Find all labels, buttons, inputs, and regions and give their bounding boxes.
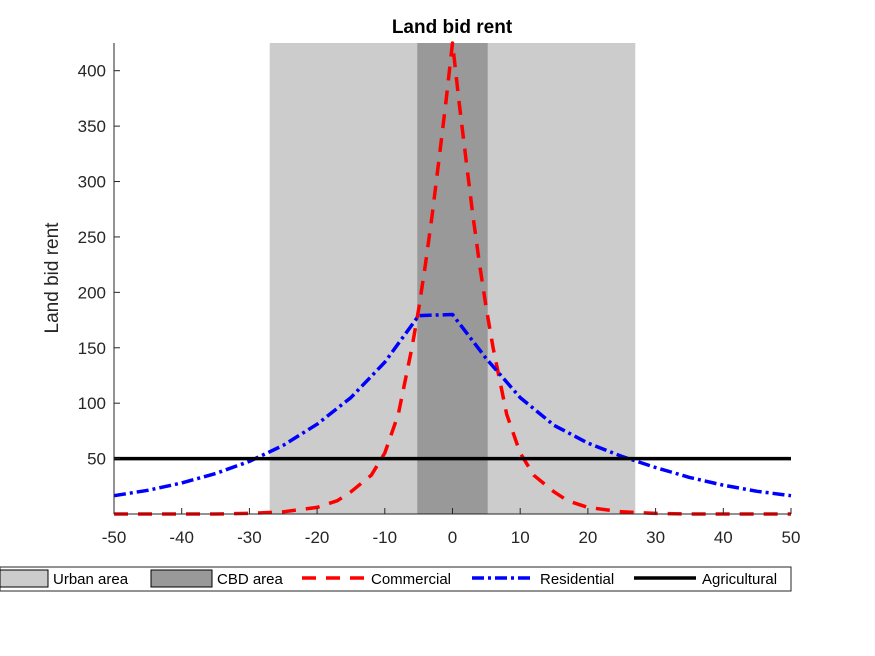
y-tick-label: 250 [78,228,106,247]
data-series [113,41,792,516]
y-tick-label: 200 [78,283,106,302]
legend-label-commercial: Commercial [371,571,451,588]
legend: Urban area CBD area Commercial Residenti… [0,566,792,592]
x-tick-label: 10 [511,528,530,547]
y-tick-label: 50 [87,450,106,469]
x-tick-label: 0 [448,528,457,547]
x-tick-label: -30 [237,528,262,547]
x-tick-label: 50 [782,528,801,547]
chart-title: Land bid rent [392,17,513,38]
x-tick-label: -50 [102,528,127,547]
legend-label-urban-area: Urban area [53,571,129,588]
y-tick-label: 100 [78,394,106,413]
legend-label-cbd-area: CBD area [217,571,284,588]
x-tick-label: 40 [714,528,733,547]
legend-swatch-cbd-area [150,569,213,588]
y-axis-label: Land bid rent [42,222,63,334]
region-cbd-area [417,43,488,514]
x-tick-label: 30 [646,528,665,547]
y-ticks: 50 100 150 200 250 300 350 400 [78,62,120,469]
series-line-residential [113,312,792,498]
x-tick-label: -20 [305,528,330,547]
legend-swatch-urban-area [0,569,49,588]
y-tick-label: 400 [78,62,106,81]
legend-label-residential: Residential [540,571,614,588]
shaded-regions [269,43,636,514]
y-tick-label: 350 [78,117,106,136]
x-tick-label: 20 [578,528,597,547]
x-ticks: -50 -40 -30 -20 -10 0 10 20 30 40 50 [102,508,801,547]
series-line-commercial [114,41,791,516]
legend-label-agricultural: Agricultural [702,571,777,588]
x-tick-label: -40 [169,528,194,547]
y-tick-label: 300 [78,173,106,192]
y-tick-label: 150 [78,339,106,358]
x-tick-label: -10 [373,528,398,547]
